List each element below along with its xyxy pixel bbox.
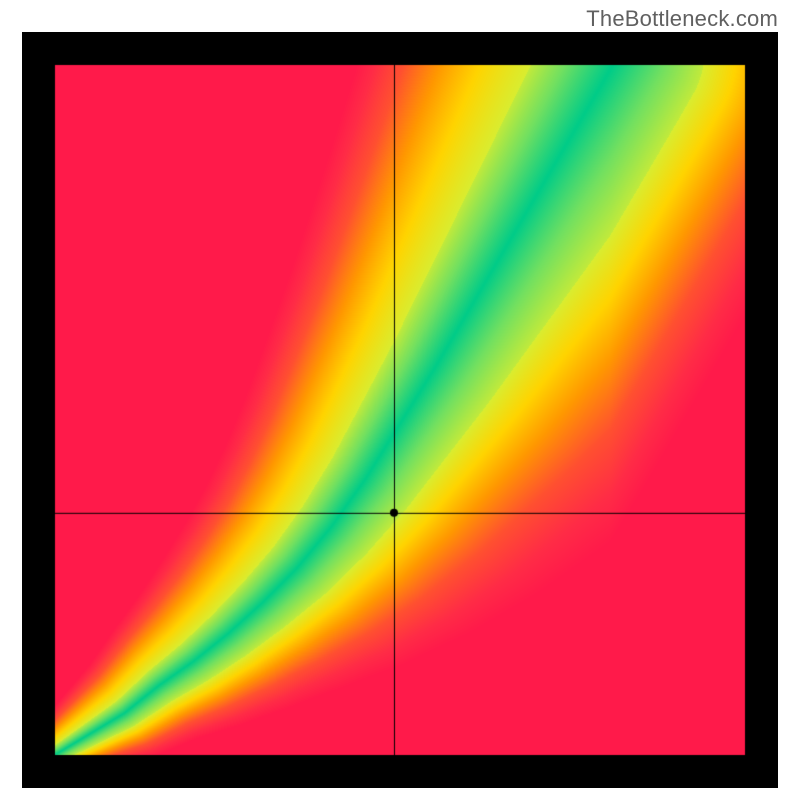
heatmap-canvas	[22, 32, 778, 788]
watermark-text: TheBottleneck.com	[586, 6, 778, 32]
page-root: TheBottleneck.com	[0, 0, 800, 800]
bottleneck-heatmap	[22, 32, 778, 788]
